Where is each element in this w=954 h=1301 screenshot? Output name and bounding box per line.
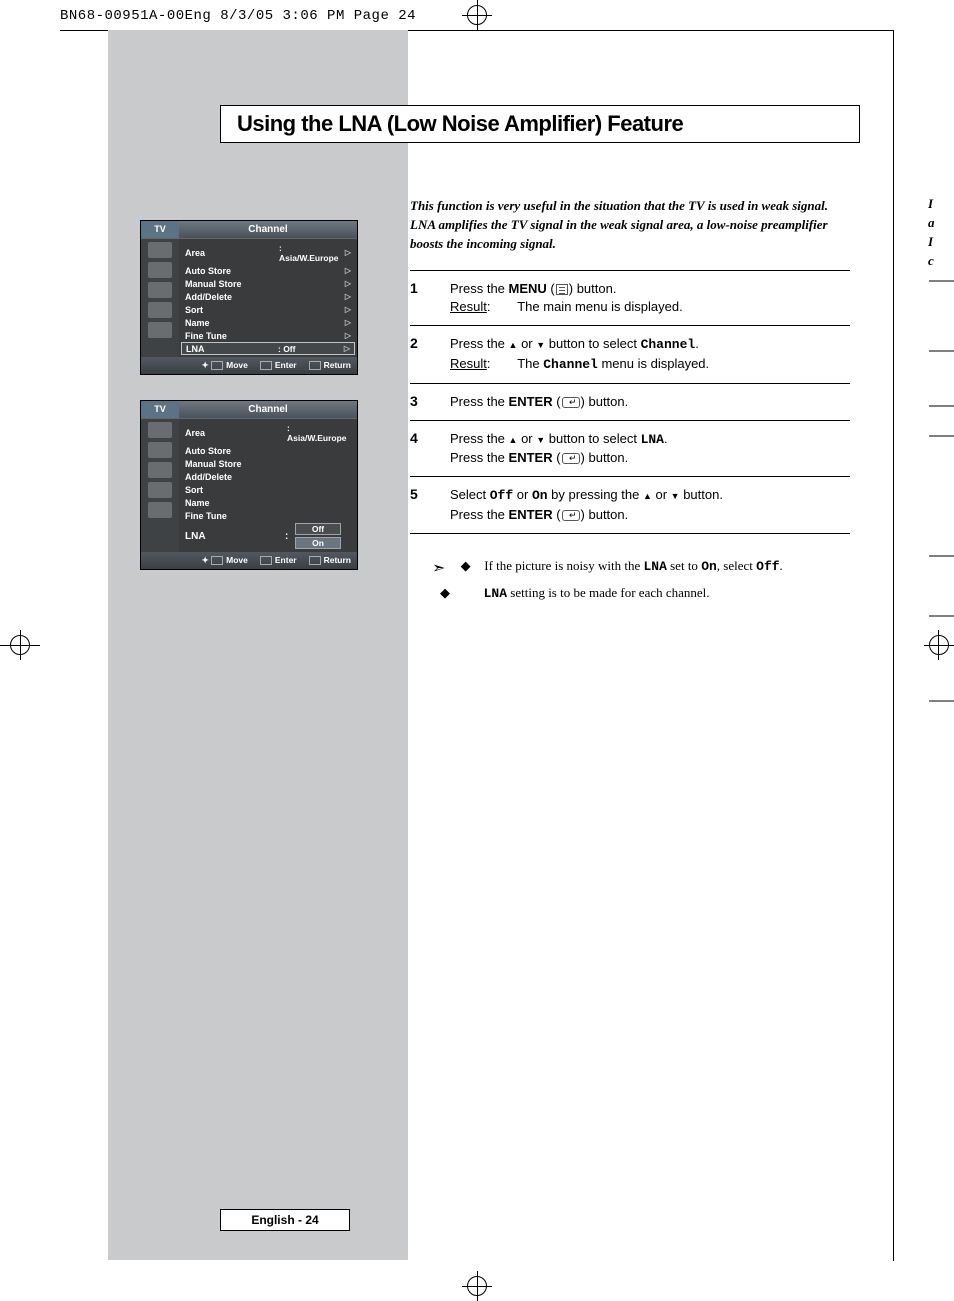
- osd-row: Manual Store▷: [179, 277, 357, 290]
- enter-icon: [562, 453, 580, 464]
- osd-rows: Area: Asia/W.Europe▷ Auto Store▷ Manual …: [179, 239, 357, 357]
- menu-icon: [556, 284, 568, 295]
- right-edge-cutoff-text: I a I c: [928, 195, 940, 270]
- step-number: 1: [410, 280, 450, 316]
- chevron-right-icon: ▷: [343, 279, 351, 288]
- osd-rows: Area: Asia/W.Europe Auto Store Manual St…: [179, 419, 357, 552]
- chevron-right-icon: ▷: [343, 331, 351, 340]
- down-arrow-icon: [671, 487, 680, 502]
- chevron-right-icon: ▷: [343, 292, 351, 301]
- step-body: Press the MENU () button. Result: The ma…: [450, 280, 850, 316]
- left-grey-column: [108, 30, 408, 1260]
- osd-row: Manual Store: [179, 457, 357, 470]
- osd-enter-hint: Enter: [260, 555, 297, 566]
- osd-move-hint: ✦ Move: [191, 555, 248, 566]
- osd-return-hint: Return: [309, 555, 351, 566]
- osd-category-icon: [148, 322, 172, 338]
- page-footer: English - 24: [220, 1209, 350, 1231]
- osd-row: Add/Delete: [179, 470, 357, 483]
- osd-row-selected: LNA: Off▷: [181, 342, 355, 355]
- osd-category-icon: [148, 302, 172, 318]
- osd-menu-title: Channel: [179, 221, 357, 238]
- osd-category-icon: [148, 482, 172, 498]
- step-5: 5 Select Off or On by pressing the or bu…: [410, 476, 850, 533]
- page-title: Using the LNA (Low Noise Amplifier) Feat…: [237, 111, 683, 137]
- osd-icon-column: [141, 419, 179, 552]
- down-arrow-icon: [536, 431, 545, 446]
- osd-category-icon: [148, 242, 172, 258]
- osd-category-icon: [148, 502, 172, 518]
- osd-enter-hint: Enter: [260, 360, 297, 371]
- osd-row: Name▷: [179, 316, 357, 329]
- step-2: 2 Press the or button to select Channel.…: [410, 325, 850, 382]
- top-registration-mark: [462, 0, 492, 30]
- osd-row: Auto Store▷: [179, 264, 357, 277]
- osd-move-hint: ✦ Move: [191, 360, 248, 371]
- intro-paragraph: This function is very useful in the situ…: [410, 197, 840, 254]
- osd-category-icon: [148, 442, 172, 458]
- osd-screenshot-2: TV Channel Area: Asia/W.Europe Auto Stor…: [140, 400, 358, 570]
- osd-icon-column: [141, 239, 179, 357]
- osd-row: Sort: [179, 483, 357, 496]
- down-arrow-icon: [536, 336, 545, 351]
- chevron-right-icon: ▷: [343, 318, 351, 327]
- osd-row: Area: Asia/W.Europe▷: [179, 241, 357, 264]
- chevron-right-icon: ▷: [343, 305, 351, 314]
- osd-row: Area: Asia/W.Europe: [179, 421, 357, 444]
- right-crop-line: [893, 30, 894, 1261]
- osd-category-icon: [148, 262, 172, 278]
- note-pointer-icon: ➣: [432, 555, 457, 582]
- osd-row: Name: [179, 496, 357, 509]
- osd-return-hint: Return: [309, 360, 351, 371]
- bullet-icon: ◆: [460, 582, 480, 604]
- crop-header: BN68-00951A-00Eng 8/3/05 3:06 PM Page 24: [60, 8, 416, 24]
- osd-footer: ✦ Move Enter Return: [141, 357, 357, 374]
- osd-row: Sort▷: [179, 303, 357, 316]
- step-1: 1 Press the MENU () button. Result: The …: [410, 270, 850, 325]
- steps-list: 1 Press the MENU () button. Result: The …: [410, 270, 850, 534]
- osd-category-icon: [148, 422, 172, 438]
- enter-icon: [562, 397, 580, 408]
- osd-row: Fine Tune▷: [179, 329, 357, 342]
- step-3: 3 Press the ENTER () button.: [410, 383, 850, 420]
- osd-footer: ✦ Move Enter Return: [141, 552, 357, 569]
- osd-tv-label: TV: [141, 401, 179, 418]
- chevron-right-icon: ▷: [342, 344, 350, 353]
- osd-tv-label: TV: [141, 221, 179, 238]
- osd-category-icon: [148, 282, 172, 298]
- notes-block: ➣ ◆ If the picture is noisy with the LNA…: [432, 555, 852, 605]
- bullet-icon: ◆: [461, 555, 481, 577]
- osd-option-on: On: [295, 537, 341, 549]
- osd-option-off: Off: [295, 523, 341, 535]
- step-body: Press the or button to select Channel. R…: [450, 335, 850, 373]
- step-number: 2: [410, 335, 450, 373]
- up-arrow-icon: [643, 487, 652, 502]
- step-body: Press the or button to select LNA. Press…: [450, 430, 850, 467]
- step-number: 3: [410, 393, 450, 411]
- osd-row-lna: LNA : Off On: [179, 522, 357, 550]
- chevron-right-icon: ▷: [343, 248, 351, 257]
- osd-row: Fine Tune: [179, 509, 357, 522]
- step-body: Press the ENTER () button.: [450, 393, 850, 411]
- step-number: 5: [410, 486, 450, 523]
- osd-row: Add/Delete▷: [179, 290, 357, 303]
- step-body: Select Off or On by pressing the or butt…: [450, 486, 850, 523]
- chevron-right-icon: ▷: [343, 266, 351, 275]
- osd-screenshot-1: TV Channel Area: Asia/W.Europe▷ Auto Sto…: [140, 220, 358, 375]
- osd-category-icon: [148, 462, 172, 478]
- title-box: Using the LNA (Low Noise Amplifier) Feat…: [220, 105, 860, 143]
- osd-row: Auto Store: [179, 444, 357, 457]
- enter-icon: [562, 510, 580, 521]
- step-number: 4: [410, 430, 450, 467]
- step-4: 4 Press the or button to select LNA. Pre…: [410, 420, 850, 476]
- osd-menu-title: Channel: [179, 401, 357, 418]
